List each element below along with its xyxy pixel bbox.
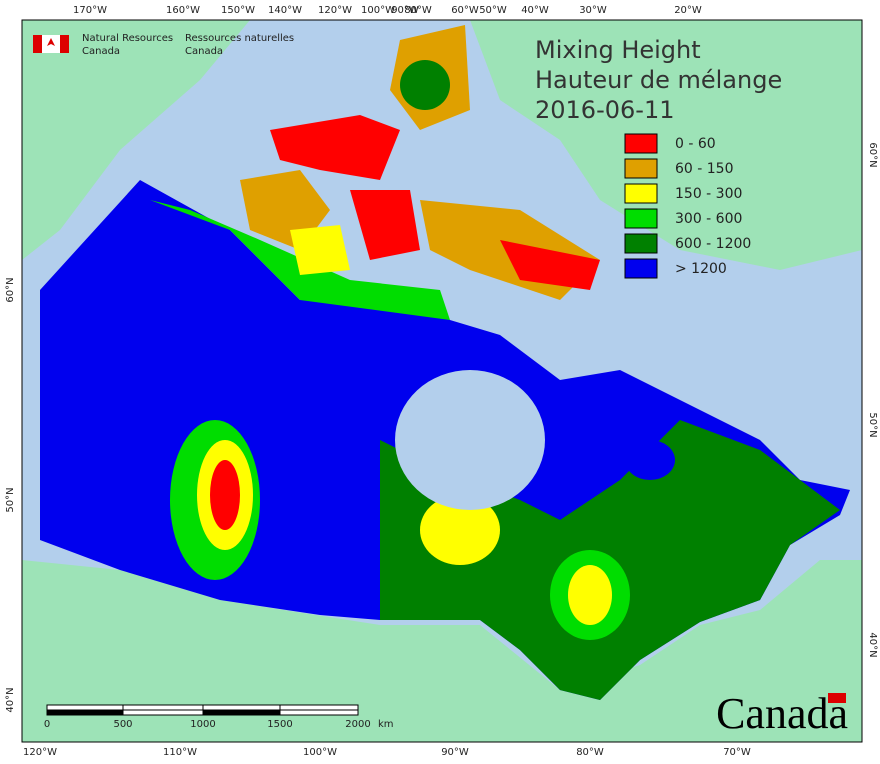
usa [22, 560, 862, 742]
title: Mixing Height [535, 36, 701, 64]
scale-segment [279, 704, 359, 711]
legend-label: 600 - 1200 [675, 236, 751, 252]
wordmark: Canada [716, 689, 848, 738]
bottom-axis-label: 120°W [23, 747, 57, 758]
agency-en: Canada [82, 46, 120, 57]
alaska [22, 20, 250, 260]
right-axis-label: 60°N [867, 142, 878, 167]
scale-unit: km [378, 719, 394, 730]
legend-label: 150 - 300 [675, 186, 742, 202]
top-axis-label: 140°W [268, 5, 302, 16]
legend-swatch [624, 158, 658, 179]
bottom-axis-label: 110°W [163, 747, 197, 758]
scale-segment [122, 709, 204, 716]
arctic-island [350, 190, 420, 260]
quebec-zone [568, 565, 612, 625]
scale-label: 1500 [267, 719, 292, 730]
flag-bar [33, 35, 42, 53]
left-axis-label: 60°N [5, 277, 16, 302]
arctic-island [270, 115, 400, 180]
top-axis-label: 170°W [73, 5, 107, 16]
top-axis-label: 90°W [391, 5, 419, 16]
agency-fr: Ressources naturelles [185, 33, 294, 44]
scale-label: 0 [44, 719, 50, 730]
bottom-axis-label: 90°W [441, 747, 469, 758]
top-axis-label: 40°W [521, 5, 549, 16]
top-axis-label: 160°W [166, 5, 200, 16]
legend-label: 60 - 150 [675, 161, 734, 177]
bottom-axis-label: 100°W [303, 747, 337, 758]
agency-en: Natural Resources [82, 33, 173, 44]
title: 2016-06-11 [535, 96, 674, 124]
legend-label: > 1200 [675, 261, 727, 277]
top-axis-label: 150°W [221, 5, 255, 16]
scale-label: 1000 [190, 719, 215, 730]
scale-label: 500 [113, 719, 132, 730]
greenland [470, 20, 862, 270]
scale-segment [46, 709, 124, 716]
scale-segment [122, 704, 204, 711]
left-axis-label: 50°N [5, 487, 16, 512]
flag-leaf [47, 38, 55, 46]
top-axis-label: 50°W [479, 5, 507, 16]
scale-label: 2000 [345, 719, 370, 730]
top-axis-label: 20°W [674, 5, 702, 16]
ontario-zone [420, 495, 500, 565]
legend-label: 0 - 60 [675, 136, 716, 152]
scale-segment [202, 704, 281, 711]
agency-fr: Canada [185, 46, 223, 57]
right-axis-label: 40°N [867, 632, 878, 657]
top-axis-label: 100°W [361, 5, 395, 16]
labrador-zone [625, 440, 675, 480]
bottom-axis-label: 70°W [723, 747, 751, 758]
map-frame [21, 19, 863, 743]
legend-swatch [624, 233, 658, 254]
legend-swatch [624, 208, 658, 229]
flag-bar [60, 35, 69, 53]
arctic-island [290, 225, 350, 275]
right-axis-label: 50°N [867, 412, 878, 437]
scale-segment [279, 709, 359, 716]
scale-segment [46, 704, 124, 711]
title: Hauteur de mélange [535, 66, 782, 94]
legend-swatch [624, 183, 658, 204]
legend-label: 300 - 600 [675, 211, 742, 227]
agency-logo: Natural Resources Canada Ressources natu… [33, 33, 294, 57]
bottom-axis-label: 80°W [576, 747, 604, 758]
top-axis-label: 60°W [451, 5, 479, 16]
map-body [22, 20, 862, 742]
hudson-bay [395, 370, 545, 510]
legend-swatch [624, 133, 658, 154]
top-axis-label: 80°W [404, 5, 432, 16]
legend-swatch [624, 258, 658, 279]
top-axis-label: 30°W [579, 5, 607, 16]
wordmark-flag [828, 693, 846, 703]
top-axis-label: 120°W [318, 5, 352, 16]
ellesmere-zone [400, 60, 450, 110]
scale-segment [202, 709, 281, 716]
left-axis-label: 40°N [5, 687, 16, 712]
prairie-zone [210, 460, 240, 530]
baffin-island [500, 240, 600, 290]
